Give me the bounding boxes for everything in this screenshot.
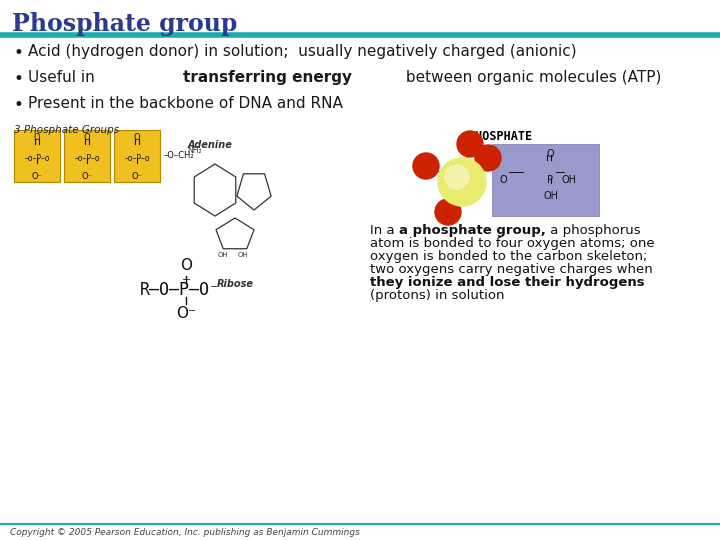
Text: NH₂: NH₂ <box>188 146 202 155</box>
Text: two oxygens carry negative charges when: two oxygens carry negative charges when <box>370 263 653 276</box>
Text: O: O <box>546 149 554 159</box>
Text: O: O <box>180 259 192 273</box>
Text: O: O <box>134 133 140 142</box>
Text: OH: OH <box>238 252 248 258</box>
Circle shape <box>438 158 486 206</box>
Text: Adenine: Adenine <box>188 140 233 150</box>
Text: –o–P–o: –o–P–o <box>24 154 50 163</box>
Text: •: • <box>14 70 24 88</box>
Text: transferring energy: transferring energy <box>184 70 352 85</box>
Text: Ribose: Ribose <box>217 279 253 289</box>
Circle shape <box>475 145 501 171</box>
Text: O⁻: O⁻ <box>32 172 42 181</box>
FancyBboxPatch shape <box>64 130 110 182</box>
Text: P: P <box>547 175 554 185</box>
Text: In a: In a <box>370 224 399 237</box>
Text: Useful in: Useful in <box>28 70 99 85</box>
FancyBboxPatch shape <box>492 144 599 216</box>
Circle shape <box>435 199 461 225</box>
Text: oxygen is bonded to the carbon skeleton;: oxygen is bonded to the carbon skeleton; <box>370 250 647 263</box>
FancyBboxPatch shape <box>114 130 160 182</box>
Text: OH: OH <box>217 252 228 258</box>
Text: Acid (hydrogen donor) in solution;  usually negatively charged (anionic): Acid (hydrogen donor) in solution; usual… <box>28 44 577 59</box>
Text: –O–CH₂: –O–CH₂ <box>164 152 194 160</box>
Text: 3 Phosphate Groups: 3 Phosphate Groups <box>14 125 119 135</box>
Text: (protons) in solution: (protons) in solution <box>370 289 505 302</box>
Text: •: • <box>14 96 24 114</box>
Text: Present in the backbone of DNA and RNA: Present in the backbone of DNA and RNA <box>28 96 343 111</box>
Text: Copyright © 2005 Pearson Education, Inc. publishing as Benjamin Cummings: Copyright © 2005 Pearson Education, Inc.… <box>10 528 360 537</box>
Circle shape <box>457 131 483 157</box>
Text: O: O <box>499 175 507 185</box>
Text: O: O <box>84 133 90 142</box>
Text: O⁻: O⁻ <box>176 307 196 321</box>
Text: •: • <box>14 44 24 62</box>
Text: O: O <box>34 133 40 142</box>
Circle shape <box>445 165 469 189</box>
Text: OH: OH <box>543 191 558 201</box>
Text: R—O—P—O⁻: R—O—P—O⁻ <box>140 281 220 299</box>
Text: PHOSPHATE: PHOSPHATE <box>468 130 532 143</box>
Text: atom is bonded to four oxygen atoms; one: atom is bonded to four oxygen atoms; one <box>370 237 654 250</box>
Text: they ionize and lose their hydrogens: they ionize and lose their hydrogens <box>370 276 644 289</box>
Text: a phosphate group,: a phosphate group, <box>399 224 546 237</box>
Text: –o–P–o: –o–P–o <box>125 154 150 163</box>
Text: between organic molecules (ATP): between organic molecules (ATP) <box>401 70 662 85</box>
Text: a phosphorus: a phosphorus <box>546 224 640 237</box>
Circle shape <box>413 153 439 179</box>
Text: –o–P–o: –o–P–o <box>74 154 100 163</box>
Text: Phosphate group: Phosphate group <box>12 12 238 36</box>
Text: OH: OH <box>561 175 576 185</box>
Text: O⁻: O⁻ <box>81 172 92 181</box>
Text: O⁻: O⁻ <box>132 172 143 181</box>
FancyBboxPatch shape <box>14 130 60 182</box>
